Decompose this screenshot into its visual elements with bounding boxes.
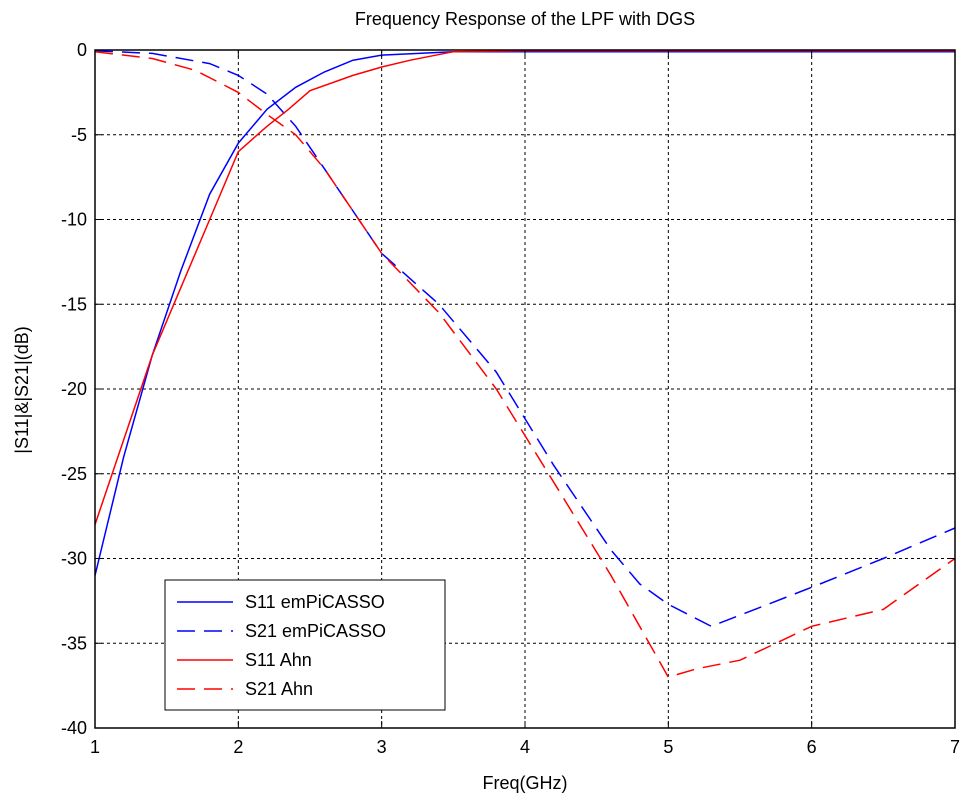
x-tick-label: 7 xyxy=(950,737,960,757)
x-tick-label: 4 xyxy=(520,737,530,757)
y-tick-label: -30 xyxy=(61,549,87,569)
series-lines xyxy=(94,50,956,678)
x-tick-label: 1 xyxy=(90,737,100,757)
y-tick-label: -15 xyxy=(61,294,87,314)
y-tick-label: -10 xyxy=(61,210,87,230)
series-line-3 xyxy=(94,50,955,525)
y-tick-label: -5 xyxy=(71,125,87,145)
legend-label: S11 emPiCASSO xyxy=(245,592,385,612)
legend-label: S21 emPiCASSO xyxy=(245,621,386,641)
series-line-1 xyxy=(94,50,955,576)
legend-label: S11 Ahn xyxy=(245,650,312,670)
y-tick-label: -40 xyxy=(61,718,87,738)
series-line-4 xyxy=(94,50,956,678)
legend-label: S21 Ahn xyxy=(245,679,313,699)
x-tick-label: 3 xyxy=(377,737,387,757)
x-tick-label: 5 xyxy=(663,737,673,757)
chart-title: Frequency Response of the LPF with DGS xyxy=(355,9,695,29)
legend: S11 emPiCASSO S21 emPiCASSO S11 Ahn S21 Ahn xyxy=(164,579,446,711)
y-tick-label: -25 xyxy=(61,464,87,484)
y-tick-label: 0 xyxy=(77,40,87,60)
y-tick-label: -35 xyxy=(61,633,87,653)
x-tick-label: 6 xyxy=(807,737,817,757)
axis-ticks: 1 2 3 4 5 6 7 0 -5 -10 -15 -20 -25 -30 -35 -40 xyxy=(61,40,960,757)
x-tick-label: 2 xyxy=(233,737,243,757)
y-tick-label: -20 xyxy=(61,379,87,399)
y-axis-title: |S11|&|S21|(dB) xyxy=(12,326,32,453)
x-axis-title: Freq(GHz) xyxy=(483,773,568,793)
series-line-2 xyxy=(94,50,956,628)
